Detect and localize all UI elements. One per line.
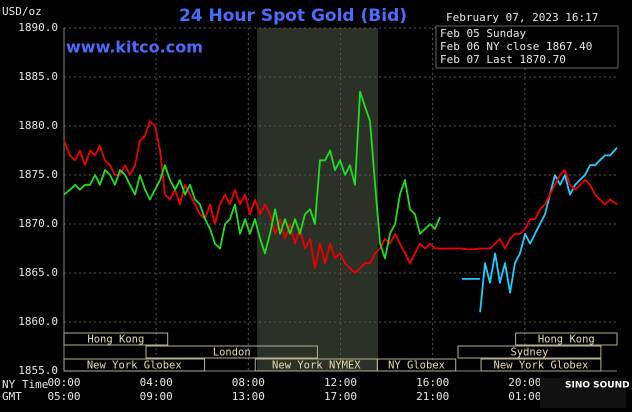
y-axis-label: USD/oz xyxy=(2,5,42,18)
gmt-tick-label: 13:00 xyxy=(232,390,265,403)
y-tick-label: 1885.0 xyxy=(18,70,58,83)
session-label: New York Globex xyxy=(494,360,589,372)
session-box xyxy=(376,358,457,372)
gmt-tick-label: 01:00 xyxy=(508,390,541,403)
session-label: Hong Kong xyxy=(538,334,595,346)
y-tick-label: 1880.0 xyxy=(18,119,58,132)
session-box xyxy=(63,332,169,346)
gmt-tick-label: 09:00 xyxy=(140,390,173,403)
x-tick-label: 16:00 xyxy=(416,376,449,389)
watermark-box xyxy=(540,378,626,408)
series-line xyxy=(461,147,618,313)
session-label: Hong Kong xyxy=(87,334,144,346)
y-tick-label: 1855.0 xyxy=(18,364,58,377)
x-tick-label: 20:00 xyxy=(508,376,541,389)
legend-box xyxy=(435,25,619,69)
session-box xyxy=(457,345,602,359)
y-tick-label: 1890.0 xyxy=(18,21,58,34)
x-tick-label: 00:00 xyxy=(47,376,80,389)
session-label: London xyxy=(213,347,251,359)
y-tick-label: 1870.0 xyxy=(18,217,58,230)
series-line xyxy=(63,120,618,274)
gmt-tick-label: 05:00 xyxy=(47,390,80,403)
timestamp: February 07, 2023 16:17 xyxy=(446,11,598,24)
legend-entry: Feb 06 NY close 1867.40 xyxy=(440,40,592,53)
y-tick-label: 1875.0 xyxy=(18,168,58,181)
x-tick-label: 04:00 xyxy=(140,376,173,389)
session-label: New York NYMEX xyxy=(272,360,361,372)
legend-entry: Feb 07 Last 1870.70 xyxy=(440,53,566,66)
gmt-tick-label: 21:00 xyxy=(416,390,449,403)
chart-title: 24 Hour Spot Gold (Bid) xyxy=(179,6,407,26)
session-label: Sydney xyxy=(510,347,548,359)
session-box xyxy=(480,358,602,372)
website: www.kitco.com xyxy=(66,38,203,57)
session-box xyxy=(515,332,618,346)
series-line xyxy=(63,90,441,260)
watermark: SINO SOUND xyxy=(565,381,630,391)
x-tick-label: 08:00 xyxy=(232,376,265,389)
x-row-label: GMT xyxy=(2,390,22,403)
x-row-label: NY Time xyxy=(2,378,48,391)
legend-entry: Feb 05 Sunday xyxy=(440,27,526,40)
session-label: New York Globex xyxy=(87,360,182,372)
y-tick-label: 1865.0 xyxy=(18,266,58,279)
session-box xyxy=(145,345,318,359)
session-box xyxy=(63,358,206,372)
x-tick-label: 12:00 xyxy=(324,376,357,389)
gmt-tick-label: 17:00 xyxy=(324,390,357,403)
session-label: NY Globex xyxy=(388,360,445,372)
y-tick-label: 1860.0 xyxy=(18,315,58,328)
